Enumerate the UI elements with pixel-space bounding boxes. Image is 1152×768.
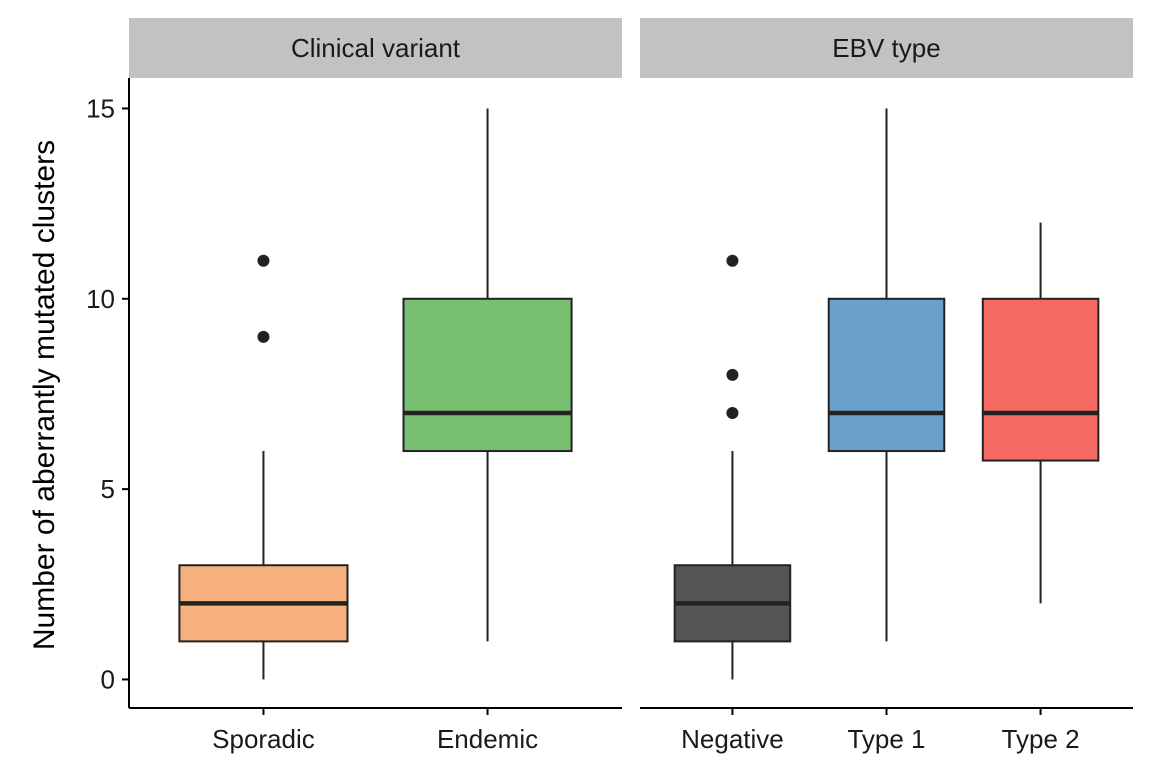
x-tick-label: Sporadic [212,724,315,754]
y-tick-label: 10 [86,284,115,314]
boxplot [981,222,1100,604]
boxes [178,108,1100,680]
box [827,297,946,453]
boxplot [178,254,349,680]
x-axes: Sporadic Endemic Negative Type 1 Type 2 [129,707,1133,754]
y-tick-label: 5 [101,474,115,504]
outlier-point [257,254,270,267]
outlier-point [726,368,739,381]
y-axis-title: Number of aberrantly mutated clusters [28,140,61,650]
x-tick-label: Endemic [437,724,538,754]
box [402,297,573,453]
outlier-point [726,406,739,419]
facet-strip [129,18,622,78]
facet-strips: Clinical variant EBV type [129,18,1133,78]
outlier-point [726,254,739,267]
y-tick-label: 0 [101,664,115,694]
outlier-point [257,330,270,343]
x-tick-label: Type 2 [1002,724,1080,754]
facet-strip [640,18,1133,78]
boxplot [673,254,792,680]
boxplot [402,108,573,642]
facet-strip-label: Clinical variant [291,33,461,63]
box [981,297,1100,462]
facet-strip-label: EBV type [832,33,940,63]
boxplot [827,108,946,642]
y-tick-label: 15 [86,93,115,123]
x-tick-label: Negative [681,724,784,754]
x-tick-label: Type 1 [847,724,925,754]
y-axis: 0 5 10 15 [86,78,130,708]
